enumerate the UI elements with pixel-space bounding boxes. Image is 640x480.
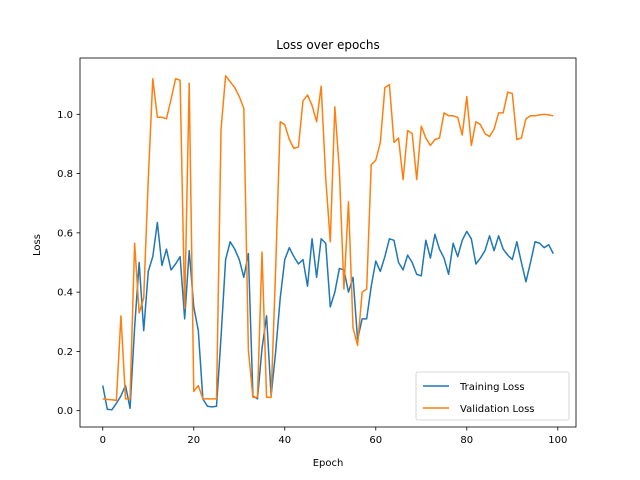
y-axis-label: Loss (32, 234, 43, 256)
y-tick-label: 0.2 (57, 347, 73, 358)
y-tick-label: 0.6 (57, 228, 73, 239)
y-tick-label: 0.0 (57, 406, 73, 417)
x-tick-label: 20 (187, 435, 200, 446)
legend: Training Loss Validation Loss (415, 371, 570, 421)
plot-area (102, 75, 554, 411)
x-tick-label: 100 (548, 435, 567, 446)
x-axis-label: Epoch (313, 458, 344, 469)
legend-label: Training Loss (459, 382, 525, 393)
y-tick-label: 1.0 (57, 110, 73, 121)
y-tick-label: 0.8 (57, 169, 73, 180)
x-tick-label: 40 (278, 435, 291, 446)
series-line-1 (102, 75, 554, 402)
x-tick-label: 0 (100, 435, 106, 446)
plot-frame (79, 57, 577, 428)
chart-title: Loss over epochs (276, 38, 380, 52)
series-line-0 (102, 221, 554, 411)
x-tick-label: 60 (369, 435, 382, 446)
axes: 0 20 40 60 80 100 0.0 0.2 0.4 0.6 0.8 1.0 (57, 57, 577, 446)
legend-box (415, 371, 570, 421)
x-tick-label: 80 (460, 435, 473, 446)
y-tick-label: 0.4 (57, 288, 73, 299)
legend-label: Validation Loss (460, 404, 535, 415)
